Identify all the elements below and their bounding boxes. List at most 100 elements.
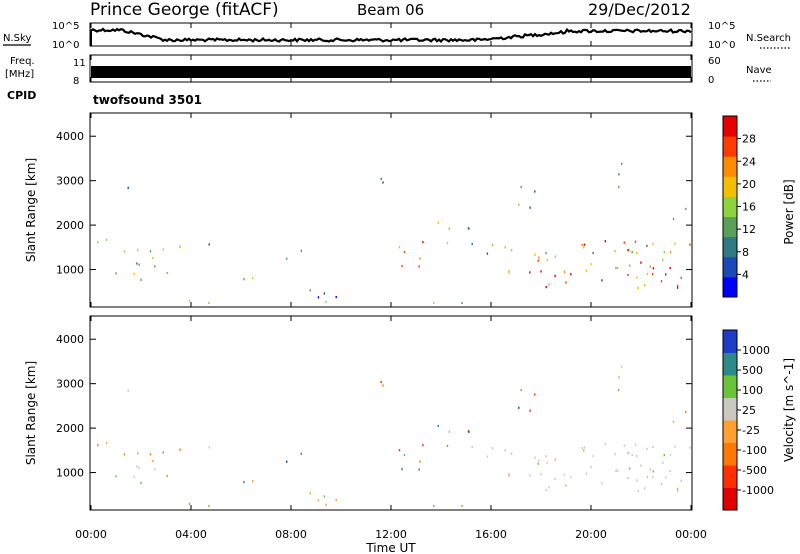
colorbar-tick-label: 24 [742,155,756,168]
velocity-cell [166,474,168,478]
power-cell [554,274,556,277]
velocity-cell [672,420,675,423]
velocity-cell [676,489,679,492]
power-cell [252,277,254,280]
power-cell [534,190,536,193]
velocity-cell [565,484,567,487]
velocity-cell [518,406,520,409]
colorbar-swatch [723,487,737,511]
cpid-label: CPID [7,89,36,102]
x-tick-label: 00:00 [675,528,707,541]
velocity-cell [325,503,327,506]
velocity-cell [208,504,210,508]
velocity-cell [581,446,583,450]
velocity-cell [97,444,99,447]
velocity-cell [419,460,421,463]
colorbar-swatch [723,196,737,218]
power-cell [669,251,672,254]
y-tick-label: 3000 [56,378,84,391]
velocity-cell [448,430,451,433]
power-cell [548,283,550,286]
power-cell [123,250,126,253]
velocity-cell [138,466,140,469]
power-cell [162,248,164,251]
velocity-cell [636,479,638,482]
velocity-cell [309,492,311,495]
colorbar-swatch [723,116,737,137]
y-tick-label: 4000 [56,333,84,346]
power-cell [149,250,152,253]
power-cell [208,301,210,305]
colorbar-frame [722,329,738,511]
power-cell [317,296,320,299]
velocity-cell [538,459,540,462]
x-tick-label: 00:00 [75,528,107,541]
velocity-cell [486,455,489,458]
velocity-cell [662,461,664,464]
colorbar-tick-label: 12 [742,223,756,236]
power-cell [188,299,191,302]
power-cell [422,241,424,244]
velocity-y-label: Slant Range [km] [24,361,38,465]
velocity-cell [590,466,592,469]
velocity-cell [618,388,620,392]
velocity-cell [601,482,603,485]
velocity-cell [127,389,129,392]
x-tick-label: 12:00 [375,528,407,541]
velocity-cell [418,468,420,471]
nsky-label: N.Sky [3,33,31,44]
velocity-cell [179,449,181,452]
power-cell [651,272,654,276]
power-cell [133,272,135,275]
power-cell [563,270,566,273]
power-cell [166,271,168,275]
velocity-cell [136,465,138,468]
power-cell [300,249,302,252]
power-cell [433,301,435,305]
power-cell [403,251,406,254]
power-cell [437,221,439,224]
velocity-cell [208,446,210,449]
power-cell [504,246,506,249]
velocity-cell [491,447,494,450]
power-cell [448,227,451,230]
velocity-cell [115,475,117,478]
power-cell [538,256,540,259]
colorbar-swatch [723,397,737,421]
colorbar-tick-label: 4 [742,268,749,281]
velocity-cell [644,487,646,490]
power-cell [581,243,583,247]
velocity-cell [546,461,548,464]
power-cell [676,286,679,289]
power-cell [137,249,139,252]
velocity-cell [680,479,682,482]
velocity-cell [649,468,651,471]
y-tick-label: 1000 [56,264,84,277]
power-cell [179,246,181,249]
velocity-cell [537,462,539,465]
power-cell [529,206,531,209]
power-cell [669,266,671,270]
power-cell [627,249,629,252]
power-y-axis: 1000 2000 3000 4000 [56,130,692,277]
colorbar-swatch [723,256,737,278]
power-cell [685,207,687,210]
power-cell [554,255,557,258]
power-cell [644,284,646,287]
velocity-cell [133,475,135,478]
velocity-cell [520,389,522,392]
velocity-cell [252,480,254,483]
power-cell [676,284,679,287]
power-cell [461,301,463,305]
power-cell [628,264,631,267]
velocity-cell [149,453,152,456]
power-cell [382,181,384,184]
power-cell [140,278,142,281]
power-cell [540,270,542,273]
noise-tick-bottom-left: 10^0 [52,40,79,51]
colorbar-swatch [723,352,737,376]
velocity-cell [188,502,191,505]
velocity-cell [651,475,654,479]
freq-label-2: [MHz] [5,69,34,80]
